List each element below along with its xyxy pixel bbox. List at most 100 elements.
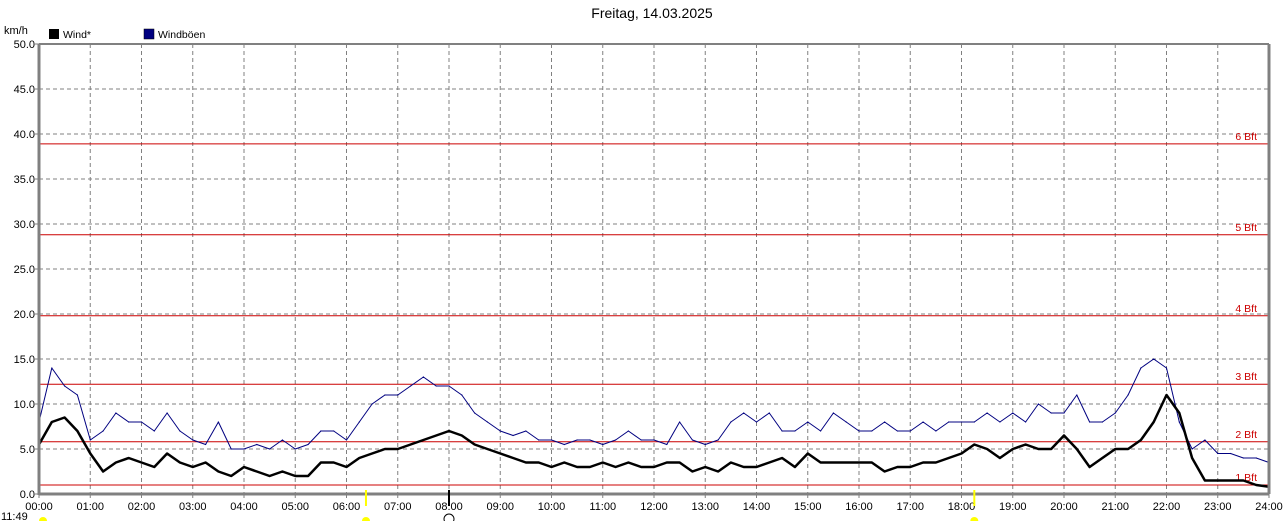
gusts-point	[1114, 412, 1116, 414]
wind-point	[448, 430, 450, 432]
wind-point	[807, 452, 809, 455]
gusts-point	[666, 443, 668, 446]
wind-point	[320, 461, 322, 464]
wind-point	[243, 466, 245, 468]
gusts-point	[1255, 457, 1257, 459]
gusts-point	[1024, 421, 1027, 423]
wind-point	[1114, 448, 1116, 450]
wind-point	[1089, 466, 1091, 468]
gusts-point	[51, 367, 53, 369]
wind-point	[768, 461, 770, 464]
wind-point	[1076, 448, 1078, 450]
wind-point	[1204, 479, 1206, 482]
wind-point	[217, 470, 219, 473]
gusts-point	[76, 394, 79, 396]
wind-point	[345, 466, 348, 468]
x-tick-label: 18:00	[948, 501, 976, 513]
wind-point	[179, 461, 181, 464]
gusts-point	[140, 421, 143, 423]
wind-point	[858, 461, 860, 464]
gusts-point	[896, 430, 899, 432]
x-tick-label: 16:00	[845, 501, 873, 513]
x-tick-label: 15:00	[794, 501, 822, 513]
wind-point	[294, 475, 296, 477]
gusts-point	[1050, 412, 1052, 414]
gusts-point	[320, 430, 322, 432]
wind-point	[204, 461, 207, 464]
gusts-point	[397, 394, 399, 396]
gusts-point	[960, 421, 963, 423]
x-tick-label: 12:00	[640, 501, 668, 513]
gusts-point	[128, 421, 130, 423]
gusts-point	[1191, 448, 1193, 450]
sun-icon	[39, 517, 47, 525]
gusts-point	[294, 448, 296, 450]
wind-point	[76, 430, 79, 432]
gusts-point	[435, 385, 437, 387]
gusts-point	[935, 430, 937, 432]
gusts-point	[1178, 421, 1180, 423]
wind-point	[896, 466, 899, 468]
wind-point	[422, 439, 424, 441]
legend-label-gusts: Windböen	[158, 29, 205, 41]
gusts-point	[474, 412, 476, 414]
wind-point	[640, 466, 642, 468]
wind-point	[679, 461, 681, 464]
series	[37, 358, 1270, 489]
wind-point	[1024, 443, 1027, 446]
gusts-point	[499, 430, 501, 432]
wind-point	[1242, 479, 1244, 482]
gusts-point	[166, 412, 168, 414]
wind-point	[435, 434, 437, 437]
wind-point	[1191, 457, 1193, 459]
gusts-point	[909, 430, 911, 432]
x-tick-label: 04:00	[230, 501, 258, 513]
gusts-point	[448, 385, 450, 387]
wind-point	[666, 461, 668, 464]
wind-point	[627, 461, 629, 464]
wind-point	[538, 461, 540, 464]
wind-point	[1063, 434, 1065, 437]
wind-point	[384, 448, 386, 450]
gusts-point	[986, 412, 988, 414]
gusts-point	[192, 439, 194, 441]
gusts-point	[1012, 412, 1014, 414]
wind-point	[602, 461, 604, 464]
gusts-point	[743, 412, 745, 414]
gusts-point	[1101, 421, 1104, 423]
x-tick-label: 07:00	[384, 501, 412, 513]
wind-point	[589, 466, 591, 468]
gusts-point	[999, 421, 1001, 423]
wind-point	[948, 457, 950, 459]
gusts-point	[602, 443, 604, 446]
wind-point	[922, 461, 924, 464]
sunrise-icon	[361, 517, 370, 525]
wind-point	[281, 470, 284, 473]
wind-point	[1255, 484, 1257, 486]
gusts-point	[217, 421, 219, 423]
gusts-point	[589, 439, 591, 441]
wind-point	[973, 443, 975, 446]
gusts-point	[243, 448, 245, 450]
gusts-point	[179, 430, 181, 432]
y-tick-label: 25.0	[14, 264, 35, 276]
wind-point	[1229, 479, 1232, 482]
legend: Wind* Windböen	[49, 28, 205, 41]
wind-point	[166, 452, 168, 455]
gusts-point	[307, 443, 309, 446]
gusts-point	[730, 421, 732, 423]
wind-point	[819, 461, 822, 464]
wind-point	[358, 457, 360, 459]
wind-point	[730, 461, 732, 464]
legend-swatch-gusts	[143, 28, 155, 40]
wind-point	[461, 434, 463, 437]
gusts-point	[922, 421, 924, 423]
gusts-point	[614, 439, 617, 441]
wind-point	[51, 421, 53, 423]
gusts-point	[1037, 403, 1039, 405]
gusts-point	[256, 443, 258, 446]
gusts-point	[102, 430, 104, 432]
x-tick-label: 20:00	[1050, 501, 1078, 513]
gusts-point	[525, 430, 527, 432]
y-tick-label: 15.0	[14, 354, 35, 366]
